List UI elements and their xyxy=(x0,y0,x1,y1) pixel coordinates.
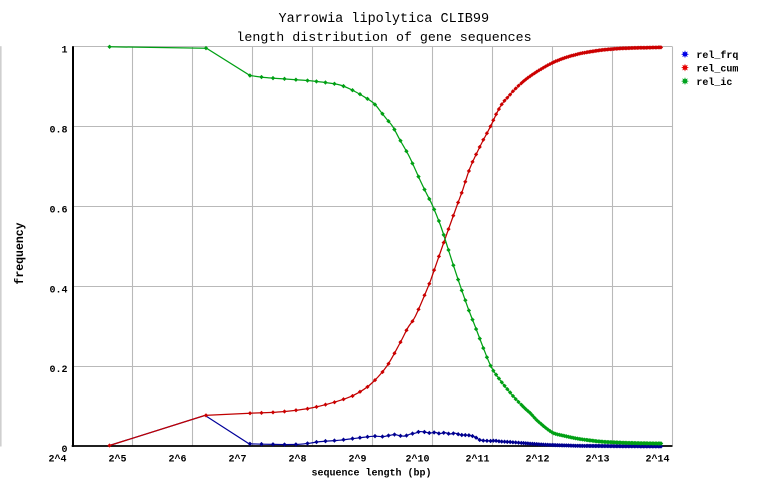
svg-text:0.4: 0.4 xyxy=(49,285,67,296)
svg-text:2^11: 2^11 xyxy=(465,453,489,465)
svg-text:2^13: 2^13 xyxy=(585,453,609,465)
svg-text:length distribution of gene se: length distribution of gene sequences xyxy=(236,30,531,45)
svg-text:2^6: 2^6 xyxy=(168,453,186,465)
svg-text:0.8: 0.8 xyxy=(49,126,67,137)
svg-text:2^7: 2^7 xyxy=(228,453,246,465)
svg-text:2^12: 2^12 xyxy=(525,453,549,465)
svg-text:Yarrowia lipolytica CLIB99: Yarrowia lipolytica CLIB99 xyxy=(278,12,489,27)
svg-text:2^4: 2^4 xyxy=(48,453,66,465)
svg-text:0.2: 0.2 xyxy=(49,365,67,376)
svg-text:0.6: 0.6 xyxy=(49,205,67,216)
svg-text:2^5: 2^5 xyxy=(108,453,126,465)
svg-text:2^8: 2^8 xyxy=(288,453,306,465)
svg-text:1: 1 xyxy=(61,46,67,57)
svg-text:2^10: 2^10 xyxy=(405,453,429,465)
svg-text:0: 0 xyxy=(61,445,67,456)
svg-text:2^9: 2^9 xyxy=(348,453,366,465)
svg-text:rel_frq: rel_frq xyxy=(696,50,738,62)
svg-text:2^14: 2^14 xyxy=(645,453,669,465)
svg-text:frequency: frequency xyxy=(14,222,27,284)
svg-text:sequence length (bp): sequence length (bp) xyxy=(311,468,431,480)
svg-text:rel_cum: rel_cum xyxy=(696,63,738,75)
svg-text:rel_ic: rel_ic xyxy=(696,77,732,89)
